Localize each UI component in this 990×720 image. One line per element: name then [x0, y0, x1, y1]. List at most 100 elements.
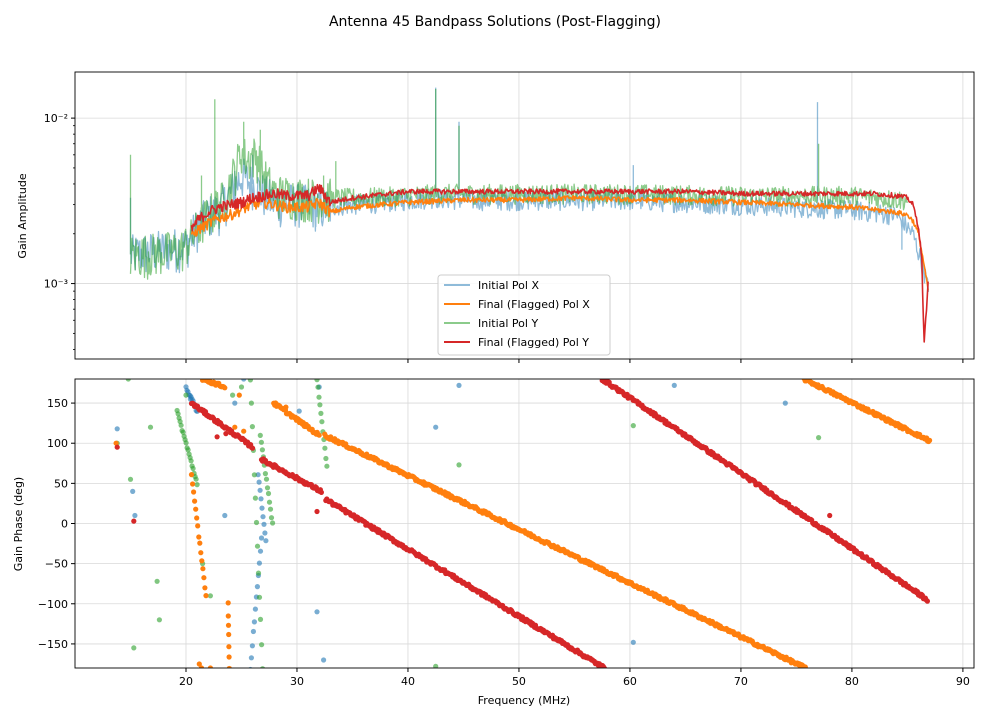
legend: Initial Pol X Final (Flagged) Pol X Init…	[437, 274, 611, 356]
phase-point	[183, 440, 189, 446]
phase-point	[241, 428, 247, 434]
phase-point	[250, 445, 256, 451]
phase-y-tick-label: 0	[61, 518, 68, 531]
figure-title: Antenna 45 Bandpass Solutions (Post-Flag…	[329, 14, 661, 30]
phase-point	[248, 655, 254, 661]
phase-point	[317, 402, 323, 408]
phase-point	[927, 437, 933, 443]
phase-point	[316, 432, 322, 438]
legend-label-initial-pol-x: Initial Pol X	[478, 279, 539, 292]
amplitude-y-label: Gain Amplitude	[16, 173, 29, 258]
phase-point	[214, 434, 220, 440]
phase-point	[323, 455, 329, 462]
phase-point	[147, 424, 154, 430]
phase-point	[127, 476, 134, 482]
phase-point	[263, 538, 269, 544]
phase-y-label: Gain Phase (deg)	[12, 477, 25, 571]
phase-point	[671, 382, 677, 388]
phase-point	[238, 384, 245, 390]
phase-point	[222, 385, 228, 391]
phase-point	[207, 665, 213, 668]
phase-point	[262, 530, 268, 536]
phase-point	[114, 426, 120, 432]
phase-point	[180, 429, 186, 435]
phase-point	[260, 666, 266, 668]
legend-box	[437, 274, 611, 356]
phase-point	[266, 499, 273, 505]
amplitude-axes-frame	[74, 71, 975, 360]
phase-point	[113, 440, 119, 446]
phase-point	[252, 606, 258, 612]
legend-label-initial-pol-y: Initial Pol Y	[478, 317, 538, 330]
phase-point	[316, 394, 322, 400]
phase-series-final-flagged-pol-y	[114, 379, 931, 668]
phase-point	[782, 400, 788, 406]
phase-point	[132, 512, 138, 519]
phase-y-tick-label: 100	[47, 437, 68, 450]
phase-point	[196, 534, 202, 540]
phase-point	[268, 515, 275, 521]
phase-point	[433, 663, 439, 668]
phase-point	[222, 512, 228, 519]
phase-point	[188, 472, 195, 478]
phase-x-tick-label: 70	[734, 675, 748, 688]
phase-point	[258, 535, 265, 541]
phase-point	[202, 585, 208, 591]
phase-point	[260, 514, 266, 520]
phase-series	[113, 379, 933, 668]
amplitude-series	[129, 87, 930, 343]
phase-point	[195, 523, 201, 529]
phase-point	[156, 617, 162, 623]
phase-point	[226, 644, 232, 650]
amplitude-y-tick-label: 10⁻²	[44, 112, 68, 125]
phase-point	[283, 404, 289, 410]
phase-y-tick-label: 50	[54, 477, 68, 490]
phase-point	[187, 396, 193, 402]
phase-x-tick-label: 80	[845, 675, 859, 688]
phase-point	[190, 481, 196, 487]
legend-label-final-pol-x: Final (Flagged) Pol X	[478, 298, 590, 311]
phase-point	[802, 664, 808, 668]
phase-point	[257, 487, 263, 493]
phase-point	[203, 593, 209, 599]
phase-y-tick-label: −150	[38, 638, 68, 651]
phase-point	[251, 472, 257, 478]
phase-y-tick-label: −100	[38, 598, 68, 611]
phase-point	[232, 424, 238, 430]
phase-point	[319, 419, 325, 425]
phase-point	[259, 447, 265, 453]
phase-point	[324, 463, 330, 469]
phase-point	[315, 384, 321, 390]
phase-point	[198, 665, 205, 668]
phase-point	[225, 622, 232, 628]
phase-point	[254, 584, 260, 590]
amplitude-series-final-flagged-pol-x	[190, 194, 929, 291]
phase-point	[236, 392, 242, 398]
phase-point	[433, 424, 439, 430]
amplitude-series-final-flagged-pol-y	[190, 183, 929, 343]
phase-point	[198, 550, 204, 556]
phase-point	[924, 598, 931, 604]
phase-point	[322, 445, 328, 451]
phase-x-label: Frequency (MHz)	[478, 694, 570, 707]
phase-point	[249, 424, 255, 430]
phase-point	[190, 465, 196, 472]
phase-point	[207, 593, 213, 599]
legend-entry-initial-pol-y: Initial Pol Y	[444, 317, 538, 330]
phase-point	[249, 643, 255, 649]
phase-point	[188, 458, 194, 464]
phase-series-final-flagged-pol-x	[113, 379, 933, 668]
phase-point	[456, 462, 462, 468]
phase-point	[241, 379, 247, 382]
phase-point	[154, 578, 160, 584]
phase-y-ticks: −150 −100 −50 0 50 100 150	[38, 397, 75, 651]
phase-point	[185, 447, 191, 453]
phase-point	[255, 472, 261, 478]
phase-point	[199, 558, 205, 564]
phase-point	[257, 548, 264, 554]
phase-point	[257, 616, 264, 623]
phase-point	[456, 382, 462, 388]
phase-point	[259, 642, 265, 648]
phase-series-initial-pol-y	[114, 379, 822, 668]
